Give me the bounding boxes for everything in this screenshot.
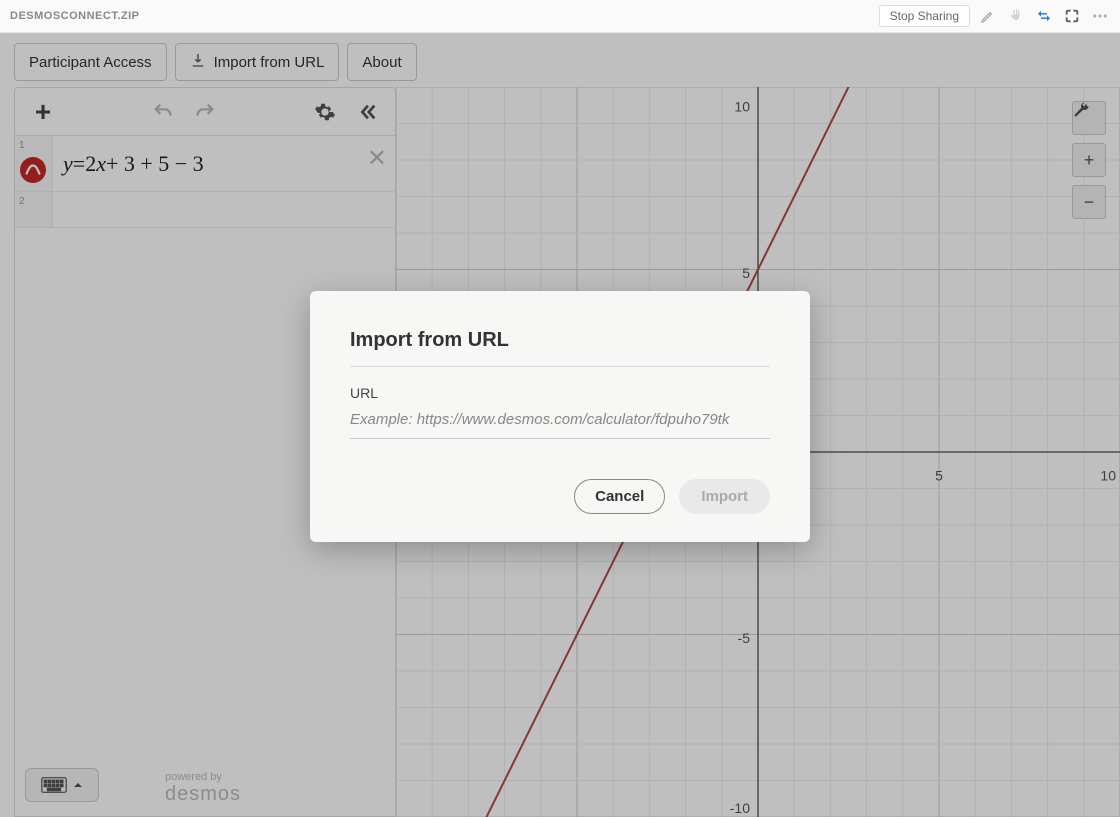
app-title: DESMOSCONNECT.ZIP <box>10 10 140 22</box>
modal-title: Import from URL <box>350 329 770 352</box>
hand-icon[interactable] <box>1006 6 1026 26</box>
chrome-actions: Stop Sharing <box>879 5 1110 27</box>
modal-actions: Cancel Import <box>350 479 770 514</box>
chrome-bar: DESMOSCONNECT.ZIP Stop Sharing <box>0 0 1120 33</box>
swap-icon[interactable] <box>1034 6 1054 26</box>
url-input[interactable] <box>350 405 770 439</box>
fullscreen-icon[interactable] <box>1062 6 1082 26</box>
pencil-icon[interactable] <box>978 6 998 26</box>
cancel-button[interactable]: Cancel <box>574 479 665 514</box>
modal-divider <box>350 366 770 367</box>
url-label: URL <box>350 385 770 401</box>
stop-sharing-button[interactable]: Stop Sharing <box>879 5 970 27</box>
import-url-modal: Import from URL URL Cancel Import <box>310 291 810 542</box>
app-area: Participant Access Import from URL About… <box>0 33 1120 817</box>
import-button[interactable]: Import <box>679 479 770 514</box>
more-icon[interactable] <box>1090 6 1110 26</box>
